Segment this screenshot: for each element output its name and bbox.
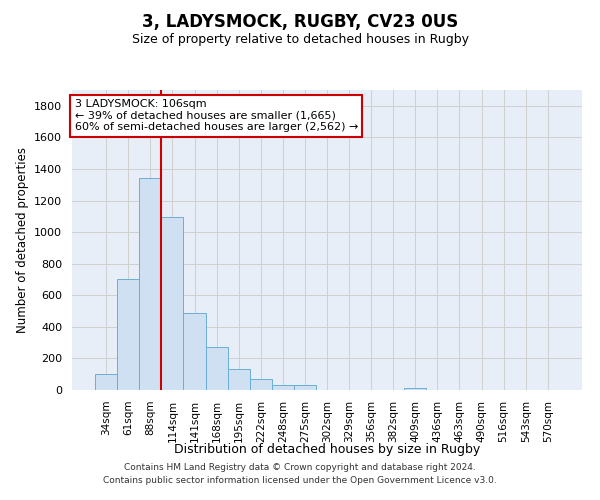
- Bar: [404, 388, 427, 390]
- Bar: [272, 385, 294, 390]
- Bar: [250, 380, 272, 390]
- Y-axis label: Number of detached properties: Number of detached properties: [16, 147, 29, 333]
- Bar: [95, 374, 117, 390]
- Text: 3 LADYSMOCK: 106sqm
← 39% of detached houses are smaller (1,665)
60% of semi-det: 3 LADYSMOCK: 106sqm ← 39% of detached ho…: [74, 99, 358, 132]
- Text: Distribution of detached houses by size in Rugby: Distribution of detached houses by size …: [174, 442, 480, 456]
- Bar: [227, 368, 250, 390]
- Bar: [294, 385, 316, 390]
- Bar: [206, 348, 227, 390]
- Bar: [117, 280, 139, 390]
- Bar: [139, 178, 161, 390]
- Bar: [161, 217, 184, 390]
- Text: Contains HM Land Registry data © Crown copyright and database right 2024.
Contai: Contains HM Land Registry data © Crown c…: [103, 464, 497, 485]
- Text: Size of property relative to detached houses in Rugby: Size of property relative to detached ho…: [131, 32, 469, 46]
- Bar: [184, 312, 206, 390]
- Text: 3, LADYSMOCK, RUGBY, CV23 0US: 3, LADYSMOCK, RUGBY, CV23 0US: [142, 12, 458, 30]
